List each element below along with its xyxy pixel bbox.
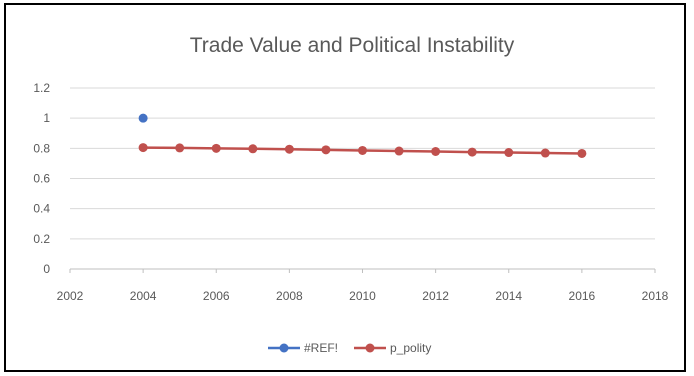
- data-point: [540, 148, 550, 158]
- x-tick-label: 2012: [422, 289, 449, 303]
- legend-item: p_polity: [354, 341, 431, 355]
- x-tick-label: 2004: [130, 289, 157, 303]
- data-point: [577, 148, 587, 158]
- y-tick-label: 0.4: [33, 202, 50, 216]
- chart-title: Trade Value and Political Instability: [190, 34, 515, 57]
- series-group: [138, 113, 587, 158]
- x-tick-label: 2006: [203, 289, 230, 303]
- x-tick-label: 2008: [276, 289, 303, 303]
- legend-label: p_polity: [390, 341, 431, 355]
- series-0: [138, 113, 148, 123]
- data-point: [175, 143, 185, 153]
- y-tick-label: 1.2: [33, 81, 50, 95]
- y-tick-label: 1: [43, 111, 50, 125]
- data-point: [467, 147, 477, 157]
- gridlines: [70, 87, 655, 240]
- axes: 0 0.2 0.4 0.6 0.8 1 1.2 2002 2004 2006 2008 2010 201…: [33, 81, 668, 303]
- legend-item: #REF!: [268, 341, 338, 355]
- y-tick-label: 0: [43, 262, 50, 276]
- data-point: [504, 148, 514, 158]
- y-tick-label: 0.8: [33, 141, 50, 155]
- data-point: [284, 144, 294, 154]
- data-point: [431, 147, 441, 157]
- x-tick-label: 2014: [495, 289, 522, 303]
- legend: #REF! p_polity: [268, 341, 431, 355]
- y-tick-label: 0.2: [33, 232, 50, 246]
- series-1: [138, 143, 587, 158]
- x-tick-label: 2002: [57, 289, 84, 303]
- legend-swatch-marker: [365, 343, 375, 353]
- data-point: [321, 145, 331, 155]
- x-tick-label: 2016: [569, 289, 596, 303]
- data-point: [248, 144, 258, 154]
- x-tick-label: 2018: [642, 289, 669, 303]
- legend-label: #REF!: [304, 341, 338, 355]
- data-point: [394, 146, 404, 156]
- data-point: [138, 143, 148, 153]
- data-point: [211, 143, 221, 153]
- x-tick-label: 2010: [349, 289, 376, 303]
- data-point: [138, 113, 148, 123]
- chart-frame: [4, 3, 686, 372]
- legend-swatch-marker: [279, 343, 289, 353]
- data-point: [358, 145, 367, 155]
- y-tick-label: 0.6: [33, 172, 50, 186]
